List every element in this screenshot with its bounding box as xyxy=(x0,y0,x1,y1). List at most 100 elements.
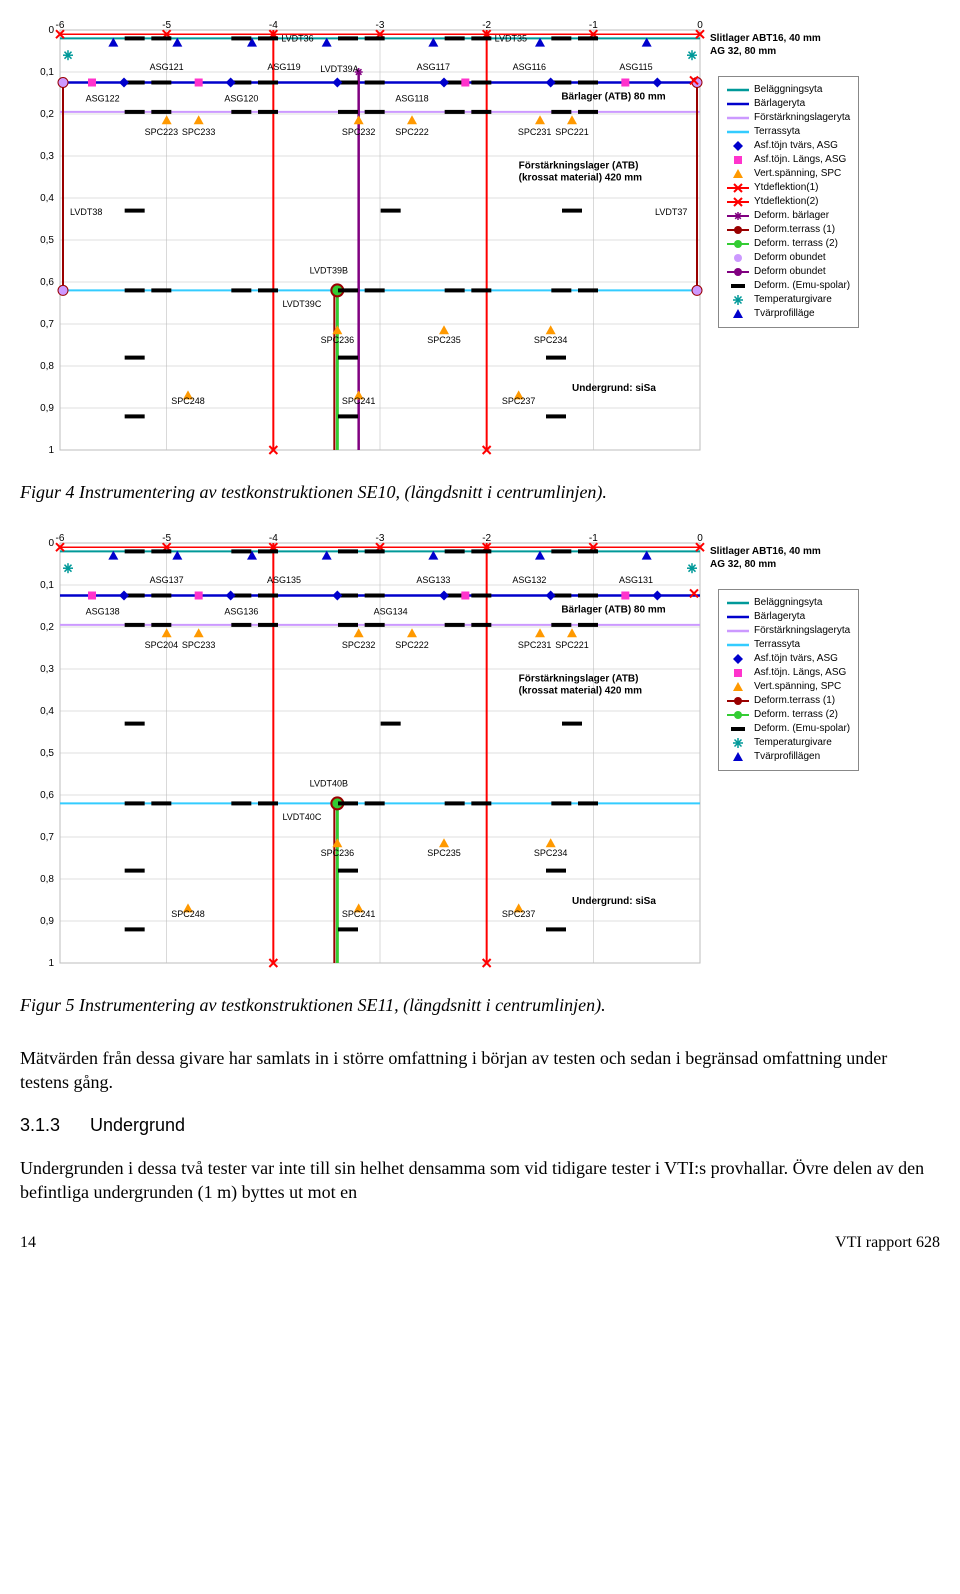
legend: BeläggningsytaBärlagerytaFörstärkningsla… xyxy=(718,589,859,771)
spc-label: SPC204 xyxy=(145,640,179,650)
legend-icon xyxy=(727,666,749,680)
legend-item: Temperaturgivare xyxy=(727,293,850,307)
spc-label: SPC237 xyxy=(502,396,536,406)
legend-label: Deform. (Emu-spolar) xyxy=(754,279,850,293)
emu-marker xyxy=(471,81,491,85)
legend-icon xyxy=(727,251,749,265)
emu-marker xyxy=(471,549,491,553)
legend-icon xyxy=(727,265,749,279)
emu-marker xyxy=(151,623,171,627)
emu-marker xyxy=(231,36,251,40)
square-marker xyxy=(621,592,629,600)
spc-label: SPC221 xyxy=(555,640,589,650)
caption-fig5: Figur 5 Instrumentering av testkonstrukt… xyxy=(20,995,940,1016)
legend-icon xyxy=(727,708,749,722)
legend-icon xyxy=(727,97,749,111)
legend-label: Ytdeflektion(1) xyxy=(754,181,818,195)
anno-barlager: Bärlager (ATB) 80 mm xyxy=(561,91,665,102)
spc-label: SPC235 xyxy=(427,848,461,858)
legend-icon xyxy=(727,307,749,321)
emu-marker xyxy=(231,801,251,805)
anno-forst: Förstärkningslager (ATB) xyxy=(519,161,639,172)
triangle-marker xyxy=(733,169,743,178)
lvdt-label: LVDT39C xyxy=(282,299,321,309)
legend-label: Terrassyta xyxy=(754,125,800,139)
emu-marker xyxy=(471,110,491,114)
x-tick-label: -5 xyxy=(162,533,171,544)
y-tick-label: 0,7 xyxy=(40,832,54,843)
legend-label: Tvärprofilläge xyxy=(754,307,815,321)
emu-marker xyxy=(551,36,571,40)
y-tick-label: 0,8 xyxy=(40,874,54,885)
emu-marker xyxy=(125,801,145,805)
square-marker xyxy=(88,79,96,87)
emu-marker xyxy=(551,549,571,553)
lvdt-label: LVDT39B xyxy=(310,266,348,276)
legend-icon xyxy=(727,736,749,750)
legend-item: Förstärkningslageryta xyxy=(727,624,850,638)
triangle-marker xyxy=(733,682,743,691)
emu-marker xyxy=(546,869,566,873)
paragraph-1: Mätvärden från dessa givare har samlats … xyxy=(20,1046,940,1095)
emu-marker xyxy=(381,209,401,213)
spc-label: SPC234 xyxy=(534,335,568,345)
y-tick-label: 0,2 xyxy=(40,109,54,120)
spc-label: SPC234 xyxy=(534,848,568,858)
emu-marker xyxy=(551,288,571,292)
emu-marker xyxy=(445,549,465,553)
square-marker xyxy=(88,592,96,600)
anno-forst: (krossat material) 420 mm xyxy=(519,173,643,184)
spc-label: SPC221 xyxy=(555,127,589,137)
emu-marker xyxy=(258,594,278,598)
y-tick-label: 0,6 xyxy=(40,790,54,801)
legend-item: Beläggningsyta xyxy=(727,596,850,610)
legend-icon xyxy=(727,624,749,638)
emu-marker xyxy=(578,801,598,805)
spc-label: SPC233 xyxy=(182,127,216,137)
legend-item: Asf.töjn tvärs, ASG xyxy=(727,652,850,666)
emu-marker xyxy=(338,110,358,114)
asg-label: ASG117 xyxy=(417,62,450,72)
y-tick-label: 0,3 xyxy=(40,151,54,162)
emu-marker xyxy=(578,36,598,40)
legend-icon xyxy=(727,195,749,209)
emu-marker xyxy=(546,927,566,931)
legend-icon xyxy=(727,750,749,764)
asg-label: ASG131 xyxy=(619,575,653,585)
asg-label: ASG118 xyxy=(395,93,428,103)
anno-under: Undergrund: siSa xyxy=(572,383,656,394)
emu-marker xyxy=(125,722,145,726)
emu-marker xyxy=(365,81,385,85)
asg-label: ASG122 xyxy=(86,93,120,103)
emu-marker xyxy=(578,623,598,627)
legend-item: Deform. (Emu-spolar) xyxy=(727,279,850,293)
emu-marker xyxy=(445,36,465,40)
legend-label: Deform. (Emu-spolar) xyxy=(754,722,850,736)
legend-label: Temperaturgivare xyxy=(754,293,832,307)
legend: BeläggningsytaBärlagerytaFörstärkningsla… xyxy=(718,76,859,328)
x-tick-label: -2 xyxy=(482,20,491,31)
legend-icon xyxy=(727,139,749,153)
emu-marker xyxy=(231,110,251,114)
emu-marker xyxy=(471,288,491,292)
emu-marker xyxy=(578,594,598,598)
legend-label: Asf.töjn. Längs, ASG xyxy=(754,153,846,167)
y-tick-label: 0,1 xyxy=(40,67,54,78)
emu-marker xyxy=(381,722,401,726)
x-tick-label: 0 xyxy=(697,20,703,31)
asg-label: ASG120 xyxy=(224,93,258,103)
square-marker xyxy=(621,79,629,87)
legend-item: Terrassyta xyxy=(727,638,850,652)
legend-label: Deform.terrass (1) xyxy=(754,694,835,708)
y-tick-label: 1 xyxy=(48,445,54,456)
legend-label: Ytdeflektion(2) xyxy=(754,195,818,209)
emu-marker xyxy=(551,801,571,805)
page-footer: 14VTI rapport 628 xyxy=(20,1234,940,1252)
spc-label: SPC222 xyxy=(395,127,429,137)
legend-icon xyxy=(727,680,749,694)
emu-marker xyxy=(365,623,385,627)
legend-icon xyxy=(727,638,749,652)
emu-marker xyxy=(578,288,598,292)
asg-label: ASG134 xyxy=(374,606,408,616)
emu-marker xyxy=(258,623,278,627)
